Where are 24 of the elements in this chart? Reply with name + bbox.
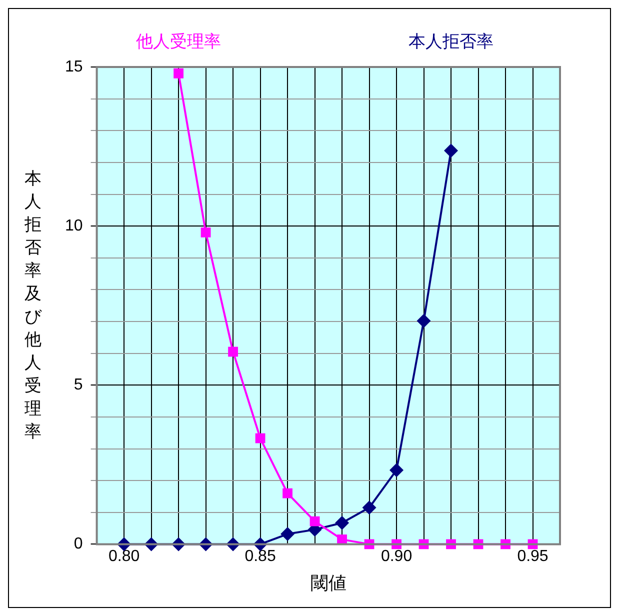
- point: [282, 488, 292, 498]
- point: [444, 144, 458, 158]
- point: [416, 314, 431, 328]
- y-tick-label: 5: [74, 376, 83, 394]
- x-tick-label: 0.90: [380, 548, 412, 566]
- x-axis-title: 閾値: [310, 573, 346, 594]
- y-tick-label: 15: [65, 58, 83, 76]
- point: [228, 346, 238, 357]
- text: 本人拒否率: [408, 32, 494, 51]
- point: [174, 68, 184, 78]
- y-tick-label: 10: [65, 217, 83, 234]
- point: [335, 516, 350, 530]
- point: [362, 500, 376, 515]
- x-tick-label: 0.85: [244, 548, 276, 566]
- text: 本人拒否率及び他人受理率: [24, 168, 42, 441]
- x-tick-label: 0.80: [108, 548, 140, 566]
- point: [255, 433, 266, 444]
- x-tick-label: 0.95: [517, 548, 548, 566]
- point: [310, 516, 320, 526]
- series-label: 他人受理率: [136, 32, 222, 51]
- y-tick-label: 0: [74, 536, 83, 553]
- point: [390, 463, 404, 478]
- point: [200, 227, 211, 238]
- point: [280, 527, 295, 542]
